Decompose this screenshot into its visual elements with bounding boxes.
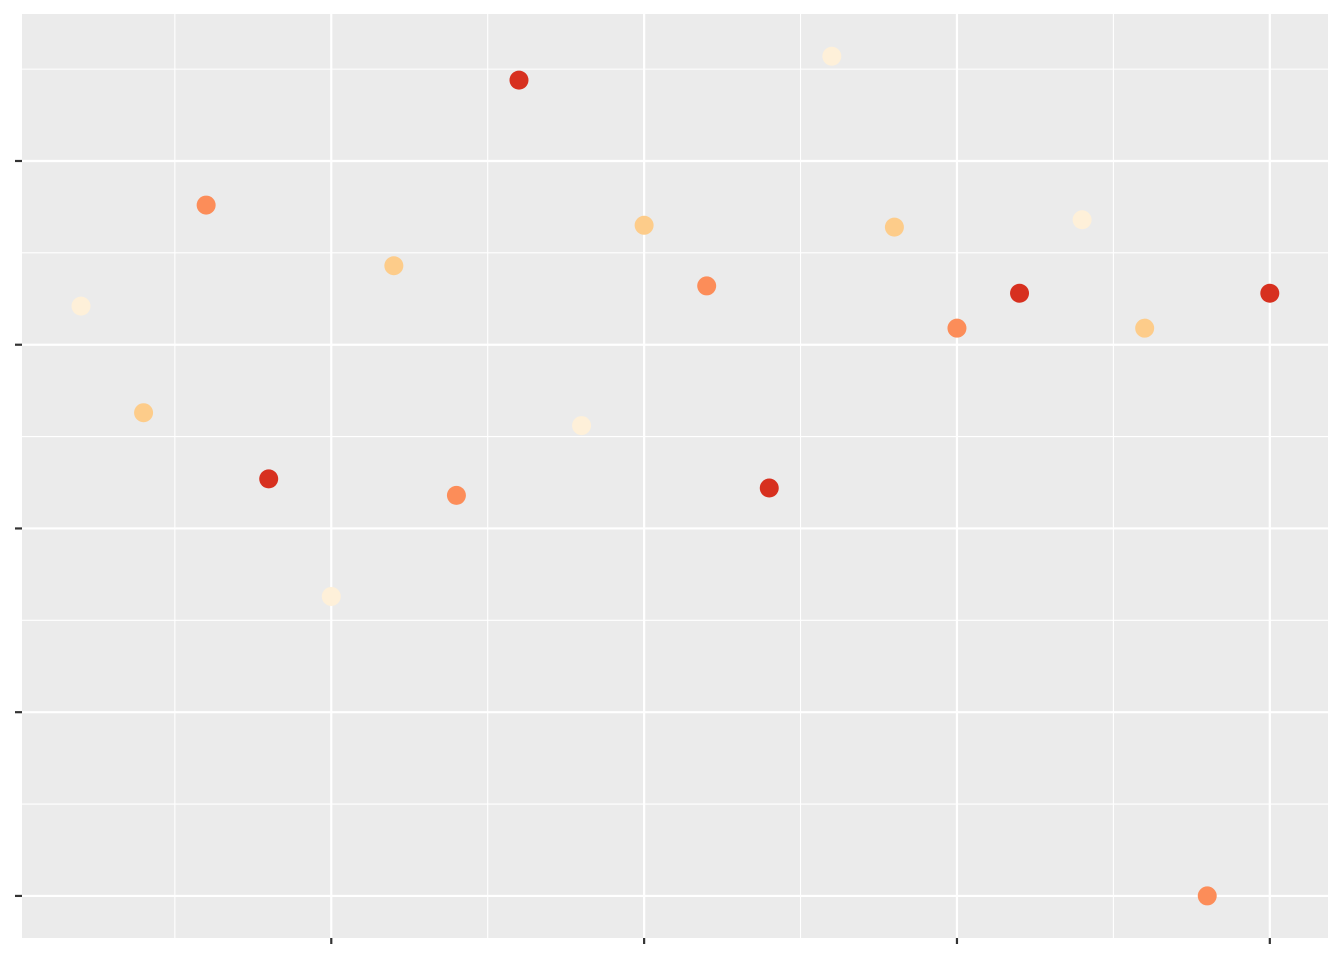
axis-ticks bbox=[15, 159, 1271, 944]
data-point bbox=[321, 586, 341, 606]
data-point bbox=[822, 46, 842, 66]
data-point bbox=[196, 195, 216, 215]
data-point bbox=[259, 469, 279, 489]
data-point bbox=[884, 217, 904, 237]
data-point bbox=[1010, 283, 1030, 303]
data-point bbox=[572, 416, 592, 436]
plot-panel bbox=[22, 14, 1328, 938]
data-point bbox=[134, 403, 154, 423]
data-point bbox=[71, 296, 91, 316]
data-point bbox=[697, 276, 717, 296]
data-point bbox=[759, 478, 779, 498]
grid-lines bbox=[22, 14, 1328, 938]
data-point bbox=[1260, 283, 1280, 303]
data-point bbox=[446, 485, 466, 505]
data-point bbox=[947, 318, 967, 338]
data-point bbox=[509, 70, 529, 90]
data-point bbox=[384, 256, 404, 276]
data-point bbox=[634, 215, 654, 235]
data-point bbox=[1072, 210, 1092, 230]
data-points bbox=[71, 46, 1280, 906]
data-point bbox=[1135, 318, 1155, 338]
data-point bbox=[1197, 886, 1217, 906]
